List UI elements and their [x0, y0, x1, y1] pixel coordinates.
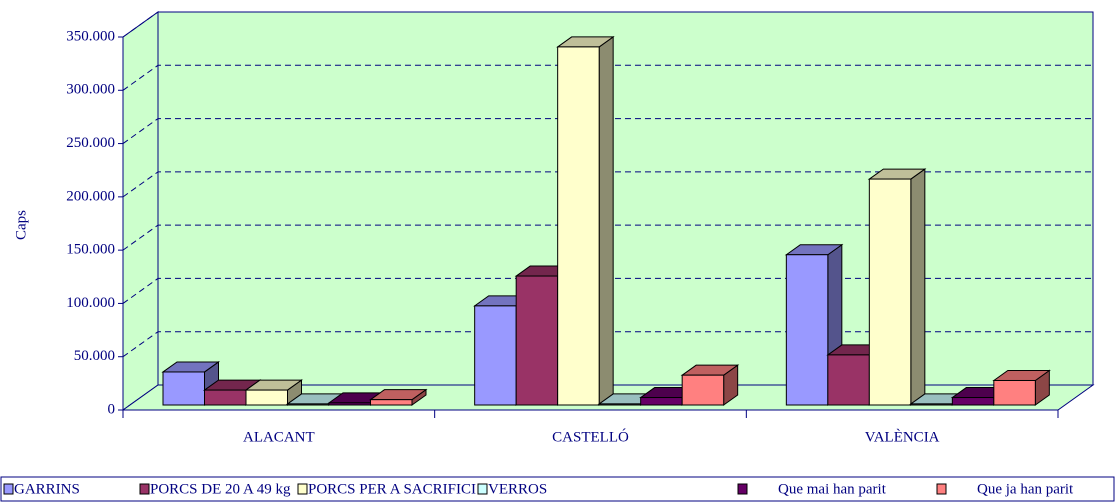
y-axis-label: Caps: [13, 210, 29, 240]
grid-line: [122, 171, 1093, 198]
grid-line: [122, 224, 1093, 251]
legend-swatch: [139, 483, 150, 495]
bar-front: [245, 389, 288, 406]
bar: [244, 379, 304, 406]
grid-line: [122, 64, 1093, 91]
legend-label: Que ja han parit: [977, 481, 1074, 497]
legend-label: PORCS DE 20 A 49 kg: [150, 481, 291, 497]
bar-front: [785, 254, 829, 406]
bar-front: [474, 305, 517, 406]
legend-label: VERROS: [488, 481, 547, 497]
y-tick-label: 200.000: [66, 188, 115, 204]
bar-front: [640, 397, 683, 406]
bar-side: [910, 168, 926, 406]
bar: [556, 35, 615, 406]
bar: [680, 364, 740, 406]
x-tick-label: CASTELLÓ: [552, 428, 629, 445]
bar: [368, 388, 428, 406]
bar-front: [515, 275, 559, 406]
y-tick-label: 100.000: [66, 295, 115, 311]
legend-swatch: [3, 483, 14, 495]
side-wall: [122, 11, 159, 411]
grid-line: [122, 277, 1093, 304]
y-tick-label: 250.000: [66, 135, 115, 151]
bar-front: [827, 354, 870, 406]
bar-front: [162, 371, 205, 406]
bar-front: [910, 403, 953, 406]
bar-front: [370, 399, 413, 406]
grid-line: [122, 118, 1093, 144]
legend-box: [0, 476, 1115, 502]
bar-front: [681, 374, 725, 406]
bar-front: [598, 403, 642, 406]
legend-label: GARRINS: [14, 481, 80, 497]
bar-side: [598, 35, 614, 406]
bar-front: [204, 389, 247, 406]
bar: [202, 379, 262, 406]
x-tick-label: VALÈNCIA: [865, 428, 940, 445]
bar-front: [951, 397, 995, 406]
legend-swatch: [477, 483, 488, 495]
bar-front: [868, 178, 912, 406]
legend-label: Que mai han parit: [778, 481, 887, 497]
grid-line: [122, 331, 1093, 358]
legend-label: PORCS PER A SACRIFICI: [308, 481, 476, 497]
y-tick-label: 150.000: [66, 242, 115, 258]
bar: [992, 369, 1051, 406]
back-wall: [157, 11, 1094, 386]
grid-line: [122, 11, 1093, 38]
y-tick-label: 0: [108, 401, 116, 417]
bar-front: [287, 403, 330, 406]
y-tick-label: 300.000: [66, 82, 115, 98]
bar: [867, 168, 927, 406]
bar-front: [993, 379, 1036, 406]
legend-swatch: [737, 483, 748, 495]
legend-swatch: [297, 483, 308, 495]
x-tick-label: ALACANT: [243, 429, 315, 445]
bar-front: [328, 402, 371, 406]
y-tick-label: 50.000: [74, 348, 115, 364]
bar-front: [557, 46, 600, 406]
y-tick-label: 350.000: [66, 28, 115, 44]
legend-swatch: [936, 483, 947, 495]
